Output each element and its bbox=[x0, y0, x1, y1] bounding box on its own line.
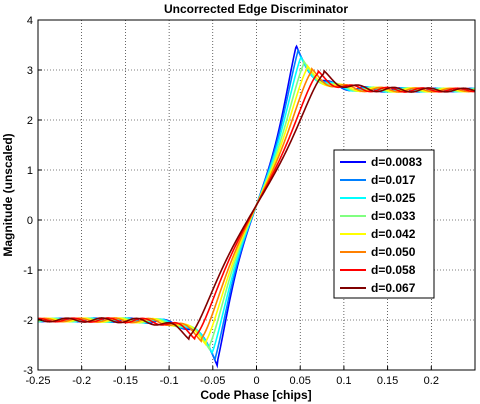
legend-label: d=0.042 bbox=[371, 227, 416, 241]
x-tick-label: 0.2 bbox=[424, 375, 439, 387]
y-tick-label: -1 bbox=[23, 265, 33, 277]
x-tick-label: 0.15 bbox=[377, 375, 398, 387]
axis-ticks: -0.25 -0.2 -0.15 -0.1 -0.05 0 0.05 0.1 0.15 0.2 -3… bbox=[23, 15, 439, 387]
legend: d=0.0083 d=0.017 d=0.025 d=0.033 d=0.042 d=0.… bbox=[333, 149, 435, 299]
legend-label: d=0.017 bbox=[371, 173, 416, 187]
x-tick-label: 0.1 bbox=[336, 375, 351, 387]
y-tick-label: 0 bbox=[27, 215, 33, 227]
x-axis-label: Code Phase [chips] bbox=[200, 388, 311, 402]
y-tick-label: -2 bbox=[23, 315, 33, 327]
y-tick-label: 2 bbox=[27, 115, 33, 127]
legend-label: d=0.0083 bbox=[371, 155, 422, 169]
legend-label: d=0.025 bbox=[371, 191, 416, 205]
legend-label: d=0.050 bbox=[371, 245, 416, 259]
x-tick-label: -0.05 bbox=[200, 375, 225, 387]
x-tick-label: 0 bbox=[253, 375, 259, 387]
series-line bbox=[38, 69, 475, 341]
y-tick-label: 3 bbox=[27, 65, 33, 77]
y-tick-label: 4 bbox=[27, 15, 33, 27]
legend-items: d=0.0083 d=0.017 d=0.025 d=0.033 d=0.042 d=0.… bbox=[340, 155, 422, 295]
x-tick-label: 0.05 bbox=[289, 375, 310, 387]
x-tick-label: -0.1 bbox=[160, 375, 179, 387]
x-tick-label: -0.25 bbox=[25, 375, 50, 387]
legend-box bbox=[333, 149, 435, 299]
chart-title: Uncorrected Edge Discriminator bbox=[164, 2, 348, 16]
y-tick-label: 1 bbox=[27, 165, 33, 177]
legend-label: d=0.033 bbox=[371, 209, 416, 223]
legend-label: d=0.067 bbox=[371, 281, 416, 295]
x-tick-label: -0.15 bbox=[113, 375, 138, 387]
series-lines bbox=[38, 44, 475, 369]
y-axis-label: Magnitude (unscaled) bbox=[1, 133, 15, 256]
y-tick-label: -3 bbox=[23, 365, 33, 377]
x-tick-label: -0.2 bbox=[72, 375, 91, 387]
legend-label: d=0.058 bbox=[371, 263, 416, 277]
